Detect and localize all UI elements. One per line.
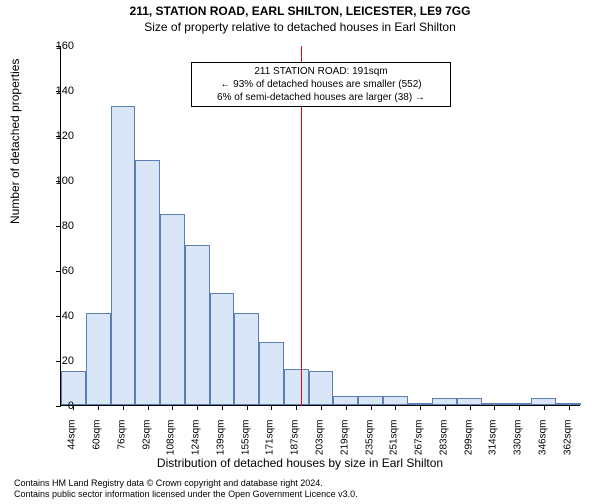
x-tick: [222, 405, 223, 410]
histogram-bar: [358, 396, 383, 405]
x-tick-label: 283sqm: [438, 420, 449, 470]
x-tick-label: 92sqm: [141, 420, 152, 470]
x-tick: [569, 405, 570, 410]
x-tick-label: 267sqm: [414, 420, 425, 470]
x-tick-label: 155sqm: [240, 420, 251, 470]
x-tick: [148, 405, 149, 410]
footer-line-1: Contains HM Land Registry data © Crown c…: [14, 478, 358, 489]
histogram-bar: [185, 245, 210, 405]
x-tick: [519, 405, 520, 410]
page-subtitle: Size of property relative to detached ho…: [0, 20, 600, 34]
histogram-bar: [284, 369, 309, 405]
x-tick: [420, 405, 421, 410]
histogram-bar: [234, 313, 259, 405]
x-tick: [296, 405, 297, 410]
annotation-box: 211 STATION ROAD: 191sqm← 93% of detache…: [191, 62, 451, 107]
x-tick-label: 171sqm: [265, 420, 276, 470]
plot-area: 211 STATION ROAD: 191sqm← 93% of detache…: [60, 46, 580, 406]
x-tick: [172, 405, 173, 410]
x-tick: [371, 405, 372, 410]
x-tick: [544, 405, 545, 410]
x-tick-label: 44sqm: [67, 420, 78, 470]
histogram-bar: [457, 398, 482, 405]
x-tick-label: 124sqm: [191, 420, 202, 470]
x-tick-label: 314sqm: [488, 420, 499, 470]
annotation-line: 211 STATION ROAD: 191sqm: [196, 65, 446, 78]
histogram-bar: [383, 396, 408, 405]
y-tick-label: 140: [44, 85, 74, 97]
y-tick-label: 160: [44, 40, 74, 52]
x-tick-label: 187sqm: [290, 420, 301, 470]
x-tick: [247, 405, 248, 410]
histogram-bar: [210, 293, 235, 406]
x-tick: [346, 405, 347, 410]
annotation-line: ← 93% of detached houses are smaller (55…: [196, 78, 446, 91]
histogram-bar: [333, 396, 358, 405]
x-tick: [98, 405, 99, 410]
x-tick-label: 346sqm: [537, 420, 548, 470]
annotation-line: 6% of semi-detached houses are larger (3…: [196, 91, 446, 104]
histogram-bar: [531, 398, 556, 405]
x-tick-label: 299sqm: [463, 420, 474, 470]
x-tick-label: 330sqm: [513, 420, 524, 470]
histogram-bar: [259, 342, 284, 405]
footer-attribution: Contains HM Land Registry data © Crown c…: [14, 478, 358, 500]
x-tick-label: 139sqm: [215, 420, 226, 470]
x-tick: [445, 405, 446, 410]
x-tick-label: 203sqm: [315, 420, 326, 470]
y-axis-label: Number of detached properties: [8, 59, 22, 224]
y-tick-label: 0: [44, 400, 74, 412]
x-tick: [321, 405, 322, 410]
x-tick: [470, 405, 471, 410]
x-tick: [271, 405, 272, 410]
x-tick: [395, 405, 396, 410]
x-tick-label: 108sqm: [166, 420, 177, 470]
y-tick-label: 40: [44, 310, 74, 322]
x-tick-label: 219sqm: [339, 420, 350, 470]
y-tick-label: 20: [44, 355, 74, 367]
y-tick-label: 80: [44, 220, 74, 232]
y-tick-label: 120: [44, 130, 74, 142]
x-tick: [494, 405, 495, 410]
x-tick-label: 60sqm: [92, 420, 103, 470]
x-tick-label: 251sqm: [389, 420, 400, 470]
x-tick-label: 235sqm: [364, 420, 375, 470]
x-tick-label: 76sqm: [116, 420, 127, 470]
histogram-bar: [309, 371, 334, 405]
histogram-bar: [86, 313, 111, 405]
histogram-bar: [160, 214, 185, 405]
footer-line-2: Contains public sector information licen…: [14, 489, 358, 500]
page-title-address: 211, STATION ROAD, EARL SHILTON, LEICEST…: [0, 4, 600, 18]
y-tick-label: 60: [44, 265, 74, 277]
histogram-bar: [135, 160, 160, 405]
histogram-bar: [432, 398, 457, 405]
y-tick-label: 100: [44, 175, 74, 187]
x-tick: [197, 405, 198, 410]
histogram-chart: 211 STATION ROAD: 191sqm← 93% of detache…: [60, 46, 580, 406]
x-tick: [123, 405, 124, 410]
histogram-bar: [111, 106, 136, 405]
x-tick-label: 362sqm: [562, 420, 573, 470]
